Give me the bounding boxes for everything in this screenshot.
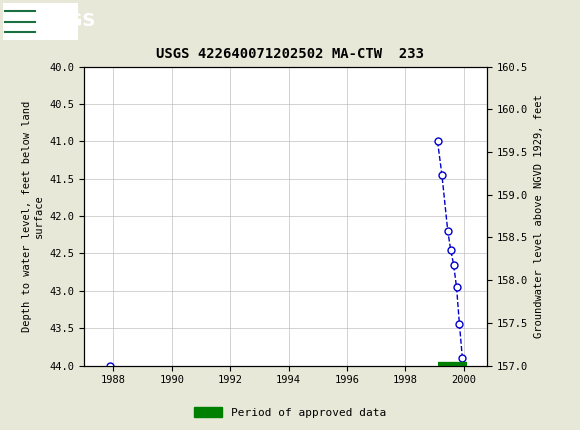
Text: USGS: USGS [41, 12, 96, 31]
Y-axis label: Groundwater level above NGVD 1929, feet: Groundwater level above NGVD 1929, feet [534, 94, 543, 338]
Text: USGS 422640071202502 MA-CTW  233: USGS 422640071202502 MA-CTW 233 [156, 47, 424, 61]
Y-axis label: Depth to water level, feet below land
surface: Depth to water level, feet below land su… [22, 101, 44, 332]
Legend: Period of approved data: Period of approved data [190, 402, 390, 422]
